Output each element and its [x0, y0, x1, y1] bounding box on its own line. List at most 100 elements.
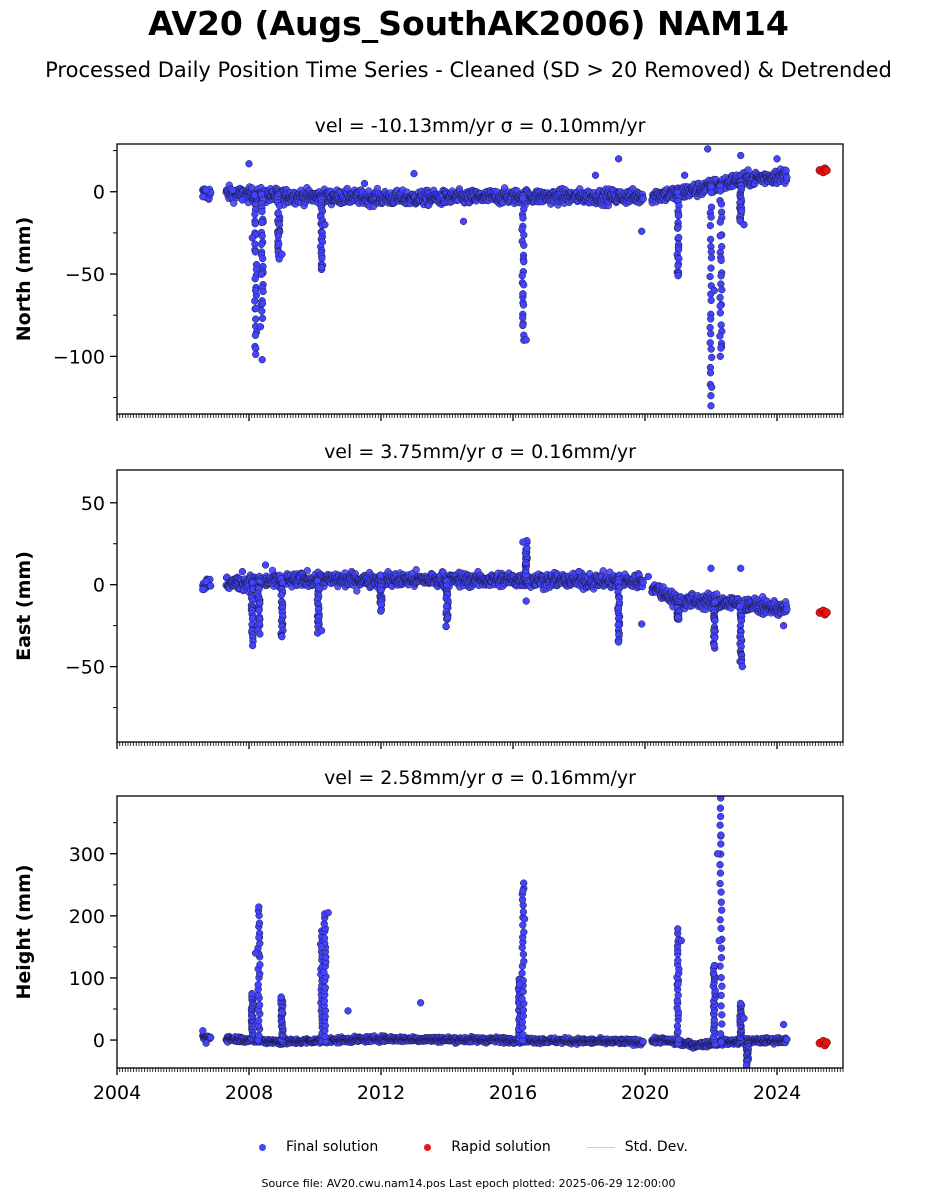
final-point — [706, 369, 715, 377]
final-point — [261, 561, 270, 569]
rapid-point — [822, 166, 831, 175]
final-point — [716, 332, 724, 340]
final-point — [520, 231, 528, 239]
final-point — [274, 209, 282, 217]
final-point — [251, 297, 259, 305]
final-point — [520, 258, 528, 266]
rapid-point — [822, 608, 831, 617]
final-point — [707, 392, 715, 400]
final-point — [256, 630, 264, 638]
final-point — [639, 578, 647, 587]
final-point — [321, 221, 329, 229]
panel-height: vel = 2.58mm/yr σ = 0.16mm/yr Height (mm)… — [13, 767, 844, 1104]
y-axis-label-north: North (mm) — [13, 217, 35, 342]
plot-area-height — [199, 796, 831, 1068]
final-point — [707, 213, 715, 221]
final-point — [718, 242, 726, 251]
final-point — [377, 607, 385, 615]
final-point — [738, 662, 746, 671]
y-tick-label: 0 — [93, 182, 105, 204]
final-point — [230, 199, 238, 207]
final-point — [376, 571, 385, 579]
final-point — [680, 171, 689, 179]
final-point — [258, 232, 266, 240]
final-point — [258, 356, 266, 364]
final-point — [717, 344, 725, 352]
final-point — [199, 585, 207, 594]
final-point — [519, 321, 527, 330]
final-point — [255, 606, 263, 615]
page-subtitle: Processed Daily Position Time Series - C… — [45, 58, 892, 82]
final-point — [252, 350, 260, 359]
final-point — [717, 200, 726, 208]
plot-area-north — [199, 145, 831, 410]
final-point — [706, 339, 714, 347]
final-point — [711, 598, 719, 606]
final-point — [716, 352, 724, 360]
final-point — [275, 240, 283, 249]
final-point — [717, 272, 725, 280]
final-point — [707, 402, 715, 410]
final-point — [675, 233, 683, 242]
final-point — [779, 622, 788, 630]
final-point — [315, 584, 323, 592]
final-point — [716, 218, 724, 226]
final-point — [519, 301, 528, 309]
final-point — [710, 286, 718, 295]
y-axis-label-height: Height (mm) — [13, 864, 35, 999]
final-point — [718, 286, 726, 294]
final-point — [783, 605, 791, 613]
panel-title-north: vel = -10.13mm/yr σ = 0.10mm/yr — [315, 115, 646, 137]
final-point — [199, 193, 207, 201]
final-point — [259, 287, 267, 296]
final-point — [522, 597, 530, 605]
final-point — [707, 315, 715, 323]
final-point — [250, 191, 259, 199]
final-point — [410, 169, 418, 178]
final-point — [245, 160, 253, 168]
final-point — [251, 248, 260, 256]
final-point — [256, 323, 265, 331]
point-cloud-east — [199, 536, 791, 667]
final-point — [716, 302, 724, 310]
y-tick-label: 50 — [81, 493, 105, 515]
point-cloud-north — [199, 165, 791, 400]
final-point — [707, 264, 715, 272]
final-point — [248, 234, 256, 242]
final-point — [251, 210, 259, 218]
final-point — [716, 187, 724, 195]
final-point — [519, 194, 527, 202]
final-point — [783, 173, 791, 182]
final-point — [228, 186, 237, 194]
final-point — [717, 256, 725, 265]
plot-area-east — [199, 536, 831, 671]
final-point — [708, 383, 716, 391]
final-point — [520, 281, 528, 289]
final-point — [710, 641, 718, 649]
final-point — [736, 602, 744, 611]
final-point — [711, 617, 719, 625]
final-point — [644, 572, 652, 581]
final-point — [275, 202, 284, 210]
final-point — [252, 315, 260, 323]
final-point — [257, 240, 266, 249]
final-point — [706, 272, 714, 281]
final-point — [278, 633, 286, 641]
final-point — [638, 227, 646, 235]
panel-title-height: vel = 2.58mm/yr σ = 0.16mm/yr — [324, 767, 636, 789]
y-tick-label: 0 — [93, 575, 105, 597]
final-point — [674, 224, 682, 232]
final-point — [711, 634, 719, 642]
final-point — [238, 567, 247, 576]
final-point — [303, 567, 311, 575]
final-point — [444, 614, 452, 622]
final-point — [614, 638, 623, 646]
final-point — [737, 564, 745, 572]
point-cloud-height — [199, 796, 791, 1068]
final-point — [599, 567, 607, 575]
final-point — [707, 345, 715, 353]
final-point — [744, 166, 752, 174]
final-point — [707, 564, 715, 572]
final-point — [259, 254, 267, 263]
final-point — [248, 641, 257, 650]
